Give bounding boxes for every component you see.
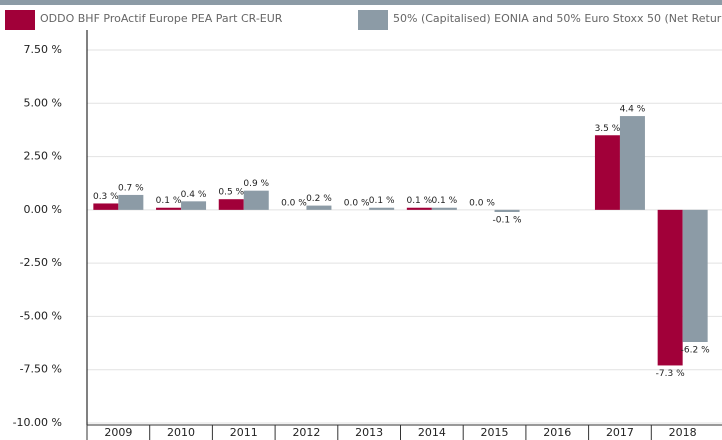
y-tick-label: 0.00 % bbox=[24, 203, 62, 216]
x-tick-label: 2009 bbox=[104, 426, 132, 439]
bar bbox=[406, 207, 432, 210]
bar bbox=[306, 205, 332, 210]
legend-label: ODDO BHF ProActif Europe PEA Part CR-EUR bbox=[40, 12, 283, 25]
x-tick-label: 2015 bbox=[481, 426, 509, 439]
value-label: -6.2 % bbox=[681, 346, 710, 356]
y-tick-label: -7.50 % bbox=[20, 363, 62, 376]
value-label: 0.1 % bbox=[431, 196, 457, 206]
bar bbox=[218, 199, 244, 210]
bar bbox=[181, 201, 207, 210]
x-tick-label: 2012 bbox=[292, 426, 320, 439]
legend-label: 50% (Capitalised) EONIA and 50% Euro Sto… bbox=[393, 12, 722, 25]
y-tick-label: 2.50 % bbox=[24, 150, 62, 163]
x-tick-label: 2011 bbox=[230, 426, 258, 439]
y-tick-label: -2.50 % bbox=[20, 256, 62, 269]
value-label: 0.4 % bbox=[181, 190, 207, 200]
x-tick-label: 2016 bbox=[543, 426, 571, 439]
bar bbox=[657, 209, 683, 366]
value-label: 4.4 % bbox=[620, 105, 646, 115]
bar bbox=[619, 116, 645, 210]
bar bbox=[243, 190, 269, 210]
value-label: 0.0 % bbox=[469, 198, 495, 208]
bar bbox=[118, 194, 144, 210]
bar bbox=[156, 207, 182, 210]
x-tick-label: 2013 bbox=[355, 426, 383, 439]
value-label: 0.0 % bbox=[281, 198, 307, 208]
legend-swatch bbox=[5, 10, 35, 30]
y-tick-label: 5.00 % bbox=[24, 96, 62, 109]
bar bbox=[93, 203, 119, 210]
bar bbox=[369, 207, 395, 210]
y-tick-label: -10.00 % bbox=[13, 416, 62, 429]
bar bbox=[431, 207, 457, 210]
bar bbox=[594, 135, 620, 210]
value-label: 0.5 % bbox=[218, 188, 244, 198]
value-label: -7.3 % bbox=[656, 369, 685, 379]
value-label: 0.1 % bbox=[369, 196, 395, 206]
value-label: 3.5 % bbox=[595, 124, 621, 134]
x-tick-label: 2014 bbox=[418, 426, 446, 439]
x-tick-label: 2010 bbox=[167, 426, 195, 439]
y-tick-label: 7.50 % bbox=[24, 43, 62, 56]
top-strip bbox=[0, 0, 722, 5]
bar bbox=[494, 209, 520, 212]
value-label: 0.1 % bbox=[406, 196, 432, 206]
legend-swatch bbox=[358, 10, 388, 30]
value-label: 0.2 % bbox=[306, 194, 332, 204]
value-label: 0.9 % bbox=[243, 179, 269, 189]
x-tick-label: 2017 bbox=[606, 426, 634, 439]
value-label: 0.7 % bbox=[118, 183, 144, 193]
value-label: -0.1 % bbox=[493, 215, 522, 225]
value-label: 0.3 % bbox=[93, 192, 119, 202]
x-tick-label: 2018 bbox=[669, 426, 697, 439]
value-label: 0.0 % bbox=[344, 198, 370, 208]
bar bbox=[682, 209, 708, 343]
y-tick-label: -5.00 % bbox=[20, 309, 62, 322]
value-label: 0.1 % bbox=[156, 196, 182, 206]
